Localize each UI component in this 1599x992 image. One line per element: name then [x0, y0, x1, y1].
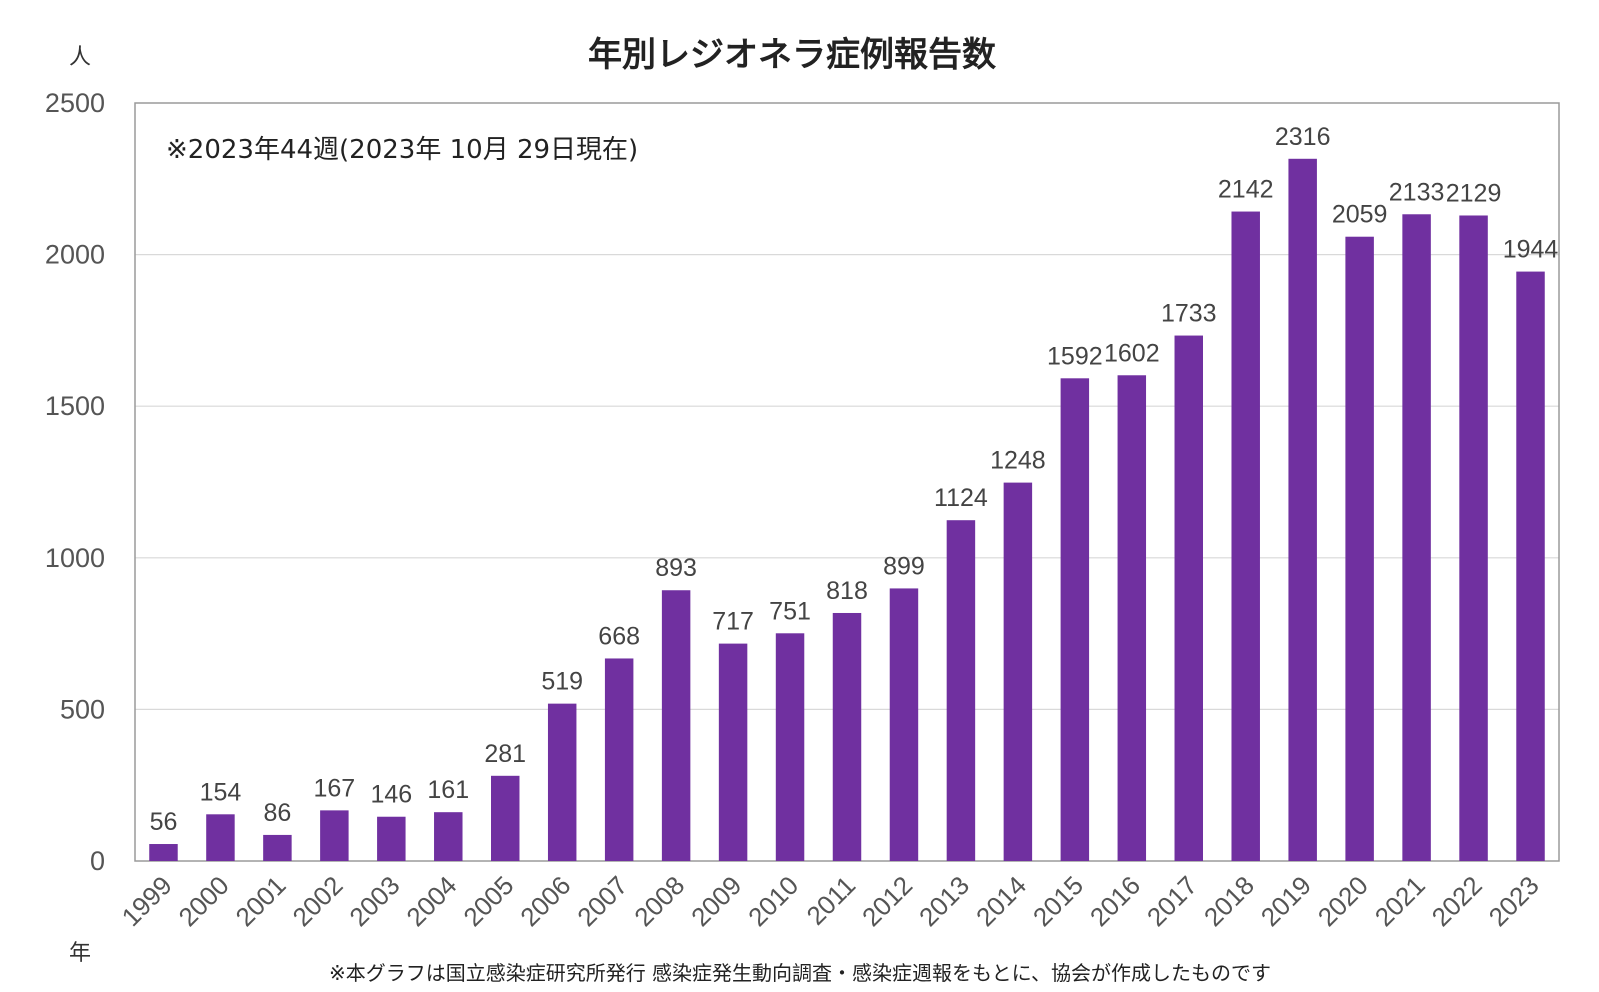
x-tick-label: 2019 [1255, 870, 1317, 932]
x-tick-label: 2020 [1312, 870, 1374, 932]
x-tick-label: 2001 [230, 870, 292, 932]
bar [832, 612, 862, 861]
bar [491, 775, 520, 861]
y-axis-ticks: 0 500 1000 1500 2000 2500 [45, 88, 105, 876]
x-tick-label: 2005 [457, 870, 519, 932]
bar [1117, 375, 1147, 861]
bar [661, 590, 691, 861]
y-tick-label: 0 [90, 846, 105, 876]
x-tick-label: 1999 [116, 870, 178, 932]
bar [1402, 214, 1431, 861]
bar [1231, 211, 1260, 861]
bar [946, 520, 976, 861]
data-label: 281 [484, 740, 526, 768]
y-tick-label: 2500 [45, 88, 105, 118]
data-label: 1733 [1161, 300, 1217, 328]
data-label: 1124 [934, 484, 988, 512]
bar [377, 816, 406, 861]
data-label: 751 [769, 597, 811, 625]
bar [1459, 215, 1488, 862]
data-label: 2059 [1332, 201, 1388, 229]
data-label: 899 [883, 552, 925, 580]
x-tick-label: 2009 [685, 870, 747, 932]
x-tick-label: 2023 [1483, 870, 1545, 932]
data-label: 86 [263, 799, 291, 827]
data-label: 519 [541, 668, 583, 696]
x-tick-label: 2021 [1369, 870, 1431, 932]
data-label: 161 [427, 776, 469, 804]
x-tick-label: 2003 [343, 870, 405, 932]
data-label: 167 [314, 774, 356, 802]
bar [1060, 378, 1090, 861]
data-label: 146 [370, 781, 412, 809]
bar [206, 814, 235, 861]
data-label: 56 [150, 808, 178, 836]
bar [547, 703, 577, 861]
bar [434, 812, 463, 861]
x-tick-label: 2016 [1084, 870, 1146, 932]
y-axis-unit: 人 [69, 45, 91, 70]
x-axis-unit: 年 [69, 941, 91, 966]
x-tick-label: 2018 [1198, 870, 1260, 932]
data-label: 154 [200, 778, 242, 806]
x-tick-label: 2007 [571, 870, 633, 932]
data-label: 2142 [1218, 176, 1274, 204]
bar [1288, 158, 1317, 861]
bar [320, 810, 349, 861]
x-tick-label: 2013 [913, 870, 975, 932]
data-label: 1944 [1503, 236, 1559, 264]
bar [263, 834, 292, 861]
x-tick-label: 2012 [856, 870, 918, 932]
data-labels: 56 154 86 167 146 161 281 519 668 893 717 751 818 899… [150, 123, 1559, 836]
x-tick-label: 2008 [628, 870, 690, 932]
data-label: 818 [826, 577, 868, 605]
y-tick-label: 1500 [45, 391, 105, 421]
data-label: 893 [655, 554, 697, 582]
x-tick-label: 2006 [514, 870, 576, 932]
x-axis-ticks: 1999200020012002200320042005200620072008… [116, 870, 1545, 932]
x-tick-label: 2015 [1027, 870, 1089, 932]
x-tick-label: 2011 [800, 870, 861, 931]
x-tick-label: 2000 [173, 870, 235, 932]
data-label: 668 [598, 622, 640, 650]
bar [1003, 482, 1033, 861]
chart-title: 年別レジオネラ症例報告数 [588, 35, 996, 75]
x-tick-label: 2010 [742, 870, 804, 932]
bars [149, 158, 1545, 862]
bar [889, 588, 919, 861]
data-label: 2316 [1275, 123, 1331, 151]
data-label: 2133 [1389, 178, 1445, 206]
data-note: ※2023年44週(2023年 10月 29日現在) [166, 135, 638, 165]
x-tick-label: 2017 [1141, 870, 1203, 932]
bar [1345, 236, 1374, 862]
data-label: 1248 [990, 447, 1046, 475]
x-tick-label: 2002 [286, 870, 348, 932]
source-footnote: ※本グラフは国立感染症研究所発行 感染症発生動向調査・感染症週報をもとに、協会が… [329, 961, 1271, 985]
x-tick-label: 2014 [970, 870, 1032, 932]
data-label: 2129 [1446, 179, 1502, 207]
x-tick-label: 2004 [400, 870, 462, 932]
y-tick-label: 2000 [45, 240, 105, 270]
bar [718, 643, 748, 861]
bar [775, 633, 805, 861]
bar [1174, 335, 1203, 861]
bar [604, 658, 634, 861]
data-label: 1602 [1104, 339, 1160, 367]
y-tick-label: 500 [60, 694, 105, 724]
data-label: 1592 [1047, 342, 1103, 370]
data-label: 717 [712, 608, 754, 636]
x-tick-label: 2022 [1426, 870, 1488, 932]
bar [149, 844, 178, 861]
bar [1516, 271, 1545, 861]
y-tick-label: 1000 [45, 543, 105, 573]
